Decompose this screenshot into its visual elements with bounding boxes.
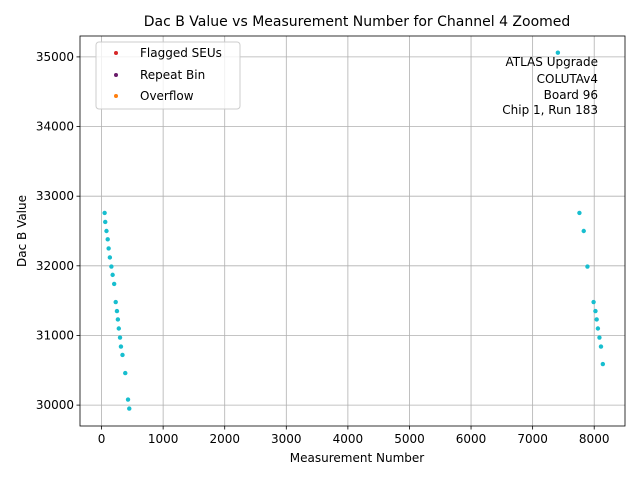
y-axis-label: Dac B Value — [15, 195, 29, 267]
x-tick-label: 5000 — [394, 432, 425, 446]
legend-marker-flagged-seus — [114, 51, 118, 55]
x-tick-label: 7000 — [517, 432, 548, 446]
data-point — [104, 228, 109, 234]
x-tick-label: 6000 — [456, 432, 487, 446]
x-tick-label: 1000 — [148, 432, 179, 446]
data-point — [581, 228, 586, 234]
data-point — [116, 326, 121, 331]
data-point — [591, 299, 596, 305]
data-points — [102, 50, 606, 411]
x-tick-label: 8000 — [579, 432, 610, 446]
data-point — [120, 352, 125, 358]
plot-frame — [79, 35, 626, 427]
data-point — [113, 299, 118, 305]
data-point — [123, 370, 128, 376]
legend-label-overflow: Overflow — [140, 89, 194, 103]
data-point — [594, 317, 599, 322]
data-point — [127, 406, 132, 411]
chart-title: Dac B Value vs Measurement Number for Ch… — [144, 14, 571, 30]
x-axis-label: Measurement Number — [290, 451, 424, 465]
data-point — [597, 335, 602, 340]
y-tick-label: 34000 — [36, 120, 74, 134]
x-tick-label: 0 — [98, 432, 106, 446]
data-point — [105, 237, 110, 242]
annotation-line-2: COLUTAv4 — [537, 72, 598, 86]
y-tick-label: 31000 — [36, 328, 74, 342]
y-tick-label: 30000 — [36, 398, 74, 412]
x-tick-label: 2000 — [209, 432, 240, 446]
data-point — [115, 317, 121, 322]
data-point — [114, 308, 120, 314]
data-point — [109, 264, 114, 269]
data-point — [107, 255, 113, 260]
data-point — [577, 210, 582, 216]
data-point — [598, 344, 604, 349]
data-point — [118, 344, 124, 349]
legend-marker-repeat-bin — [114, 73, 118, 77]
data-point — [111, 281, 117, 287]
data-point — [125, 397, 131, 402]
data-point — [102, 210, 107, 216]
legend-marker-overflow — [114, 94, 118, 98]
y-tick-label: 33000 — [36, 189, 74, 203]
y-tick-label: 32000 — [36, 259, 74, 273]
x-tick-label: 4000 — [333, 432, 364, 446]
data-point — [600, 361, 606, 367]
data-point — [103, 219, 108, 225]
y-tick-label: 35000 — [36, 50, 74, 64]
data-point — [110, 272, 115, 278]
axis-ticks: 0 1000 2000 3000 4000 5000 6000 7000 8000 30000 31… — [36, 50, 610, 446]
data-point — [117, 335, 123, 340]
data-point — [595, 326, 601, 331]
data-point — [585, 264, 590, 269]
data-point — [106, 246, 111, 251]
legend: Flagged SEUs Repeat Bin Overflow — [95, 41, 241, 110]
annotation-line-3: Board 96 — [544, 88, 598, 102]
data-point — [555, 50, 561, 55]
annotation-line-4: Chip 1, Run 183 — [502, 103, 598, 117]
data-point — [593, 308, 598, 314]
run-annotation: ATLAS Upgrade COLUTAv4 Board 96 Chip 1, … — [502, 55, 598, 117]
legend-label-flagged-seus: Flagged SEUs — [140, 46, 222, 60]
x-tick-label: 3000 — [271, 432, 302, 446]
annotation-line-1: ATLAS Upgrade — [505, 55, 598, 69]
legend-box — [95, 41, 241, 110]
legend-label-repeat-bin: Repeat Bin — [140, 68, 205, 82]
